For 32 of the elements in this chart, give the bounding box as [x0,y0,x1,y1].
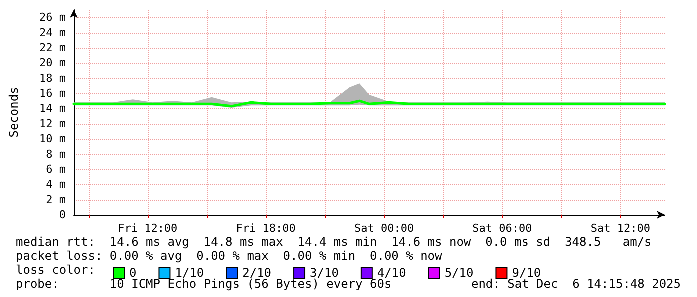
y-tick-label: 4 m [46,178,66,192]
legend-label: 9/10 [512,266,542,280]
y-tick-label: 16 m [40,87,66,100]
x-tick-label: Sat 06:00 [472,222,532,235]
y-tick-label: 24 m [40,26,66,40]
y-tick-label: 14 m [40,102,66,116]
legend-label: 2/10 [242,266,272,280]
y-tick-label: 8 m [46,148,66,161]
y-tick-label: 12 m [40,117,66,130]
y-tick-label: 6 m [46,162,66,176]
legend-label: 0 [130,266,137,280]
y-tick-label: 0 [59,208,66,222]
y-tick-label: 22 m [40,41,66,54]
legend-label: 4/10 [377,266,406,280]
text: median rtt: 14.6 ms avg 14.8 ms max 14.4 ms min 14.6 ms now 0.0 ms sd 348.5 am/s [16,235,652,249]
x-tick-label: Fri 18:00 [236,222,296,235]
y-tick-label: 18 m [40,72,66,85]
x-tick-label: Sat 00:00 [354,222,414,235]
y-tick-label: 10 m [40,132,66,146]
y-axis-title: Seconds [7,87,21,138]
legend-label: 1/10 [175,266,204,280]
y-tick-label: 26 m [40,11,66,24]
legend-label: 3/10 [310,266,339,280]
y-tick-label: 2 m [46,193,66,206]
text: packet loss: 0.00 % avg 0.00 % max 0.00 % min 0.00 % now [16,249,444,263]
y-tick-label: 20 m [40,56,66,70]
text: end: Sat Dec 6 14:15:48 2025 [471,277,681,291]
x-tick-label: Fri 12:00 [118,222,178,235]
text: probe: 10 ICMP Echo Pings (56 Bytes) every 60s [16,277,392,291]
legend-label: 5/10 [444,266,474,280]
x-tick-label: Sat 12:00 [590,222,650,235]
legend-title: loss color: [16,263,96,277]
